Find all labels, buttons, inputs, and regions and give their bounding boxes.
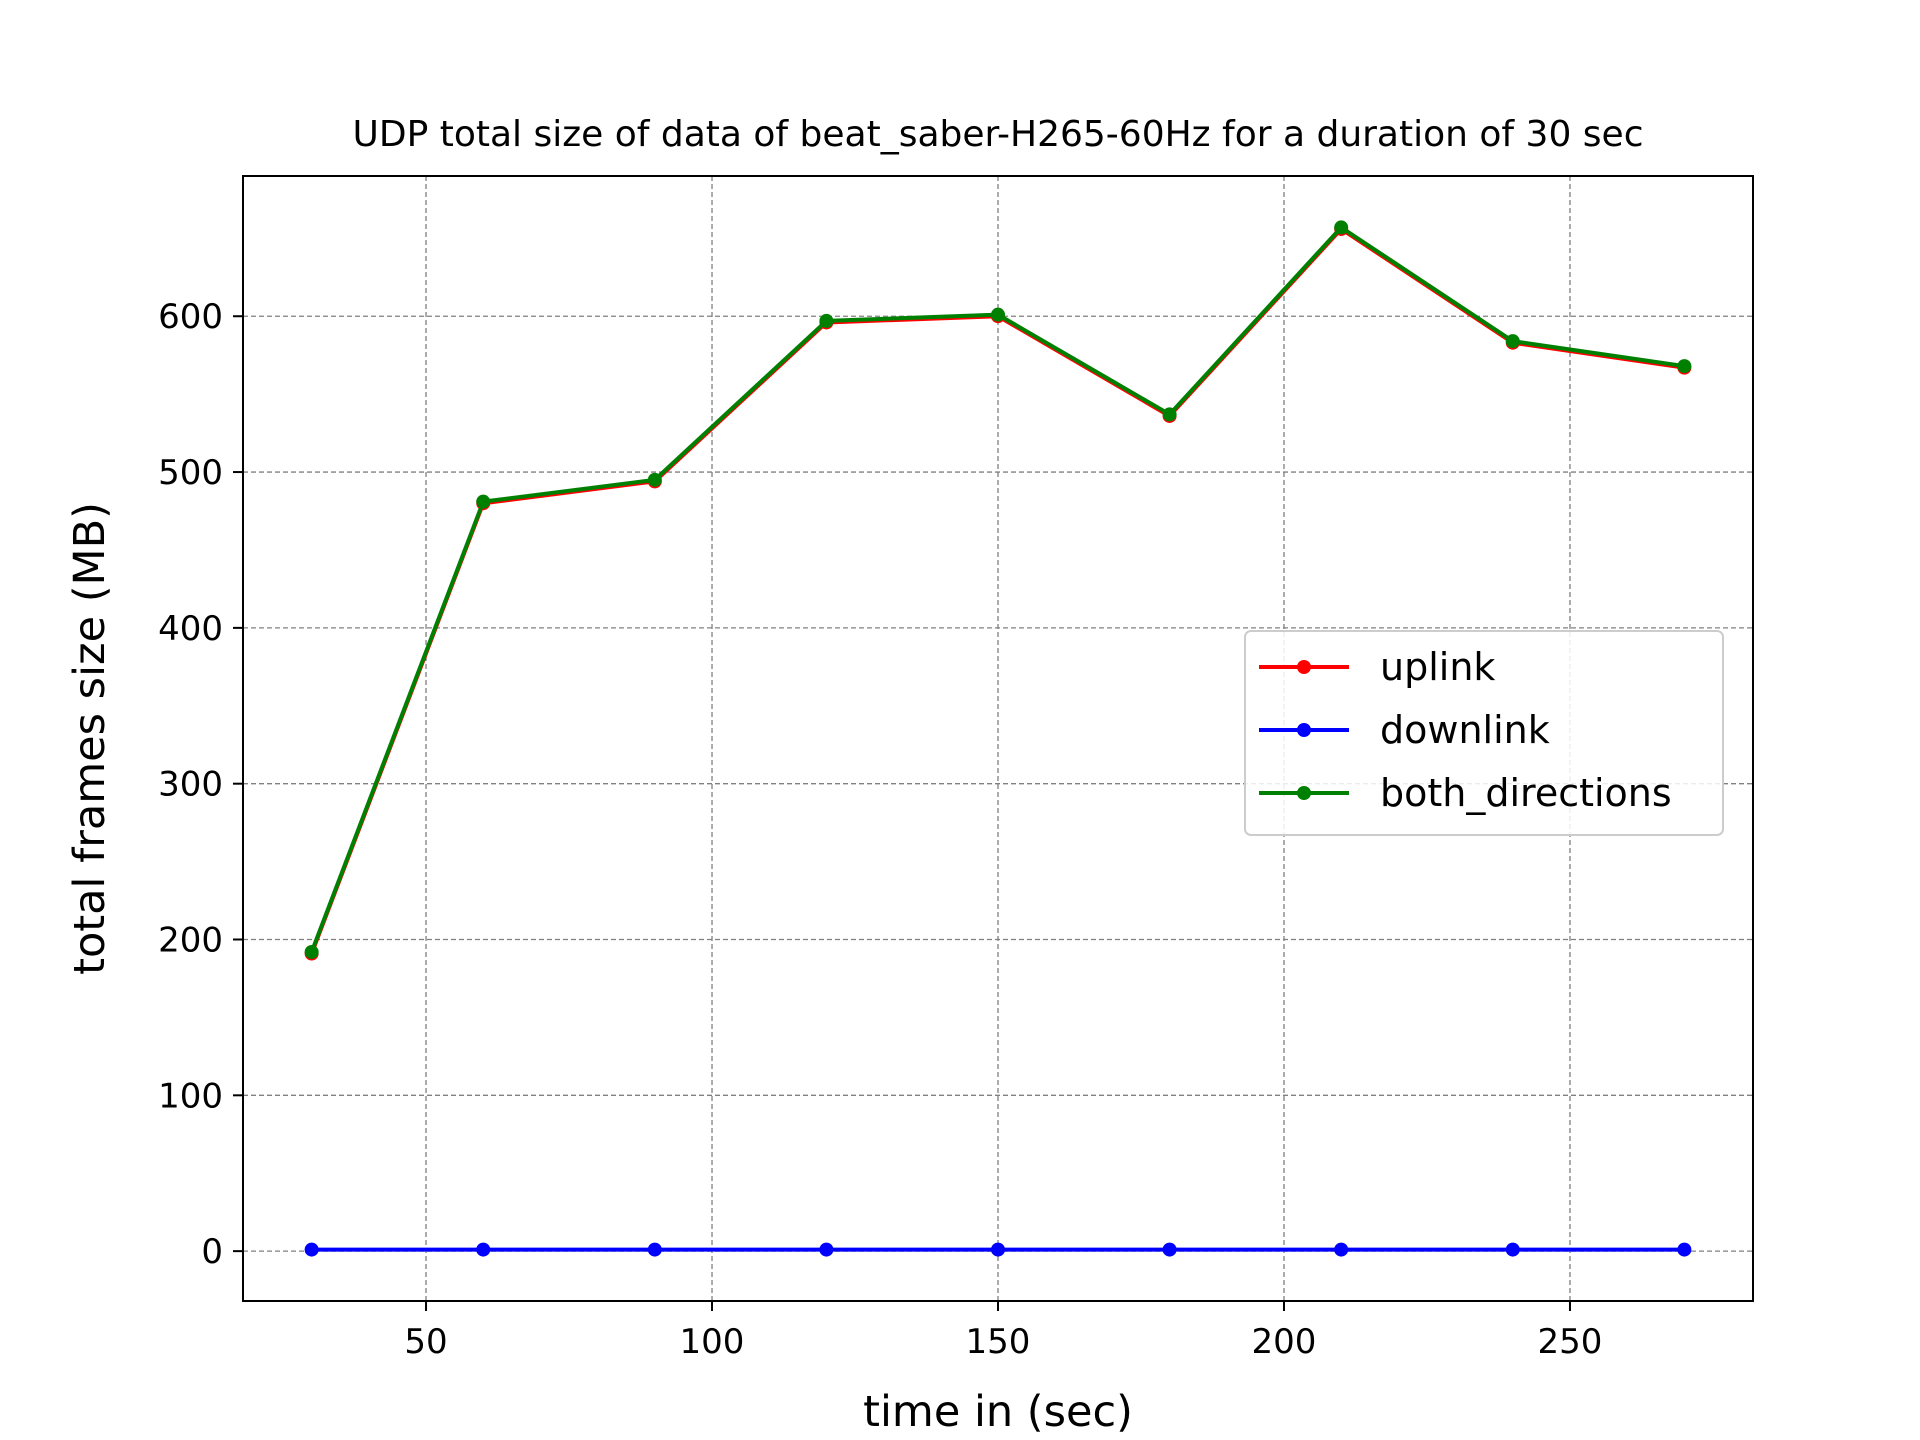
- series-both_directions: [304, 220, 1692, 959]
- y-tick-label: 300: [158, 765, 223, 805]
- legend-label: uplink: [1380, 645, 1495, 689]
- data-point: [304, 1242, 319, 1257]
- x-tick-label: 250: [1538, 1322, 1603, 1362]
- data-point: [1162, 1242, 1177, 1257]
- data-point: [647, 472, 662, 487]
- y-tick-label: 400: [158, 609, 223, 649]
- legend-swatch-marker: [1297, 660, 1311, 674]
- legend-swatch-marker: [1297, 786, 1311, 800]
- data-point: [476, 1242, 491, 1257]
- data-point: [1677, 1242, 1692, 1257]
- x-tick-label: 50: [404, 1322, 447, 1362]
- data-point: [819, 313, 834, 328]
- data-point: [1334, 1242, 1349, 1257]
- data-point: [647, 1242, 662, 1257]
- y-tick-label: 0: [201, 1232, 223, 1272]
- legend-label: downlink: [1380, 708, 1550, 752]
- legend-label: both_directions: [1380, 771, 1672, 815]
- axis-ticks: 50 100 150 200 250 0 100 200 300 400 500 600: [158, 297, 1602, 1362]
- chart-title: UDP total size of data of beat_saber-H26…: [353, 114, 1644, 155]
- data-point: [304, 944, 319, 959]
- data-point: [476, 494, 491, 509]
- y-tick-label: 500: [158, 453, 223, 493]
- legend-item-both_directions: both_directions: [1259, 771, 1672, 815]
- grid: [243, 176, 1753, 1301]
- legend-box: [1244, 630, 1724, 836]
- data-point: [1334, 220, 1349, 235]
- x-tick-label: 100: [680, 1322, 745, 1362]
- legend-item-uplink: uplink: [1259, 645, 1495, 689]
- data-point: [991, 307, 1005, 322]
- data-point: [1505, 334, 1520, 349]
- x-tick-label: 150: [966, 1322, 1031, 1362]
- x-tick-label: 200: [1252, 1322, 1317, 1362]
- y-tick-label: 200: [158, 921, 223, 961]
- legend-item-downlink: downlink: [1259, 708, 1550, 752]
- data-point: [991, 1242, 1005, 1257]
- y-tick-label: 600: [158, 297, 223, 337]
- data-point: [1505, 1242, 1520, 1257]
- legend-swatch-marker: [1297, 723, 1311, 737]
- y-tick-label: 100: [158, 1076, 223, 1116]
- series-downlink: [304, 1242, 1692, 1257]
- legend: uplink downlink both_directions: [1244, 630, 1724, 836]
- data-point: [1677, 359, 1692, 374]
- data-point: [1162, 407, 1177, 422]
- x-axis-label: time in (sec): [863, 1387, 1133, 1437]
- data-point: [819, 1242, 834, 1257]
- series-layer: [304, 220, 1692, 1257]
- y-axis-label: total frames size (MB): [65, 502, 115, 975]
